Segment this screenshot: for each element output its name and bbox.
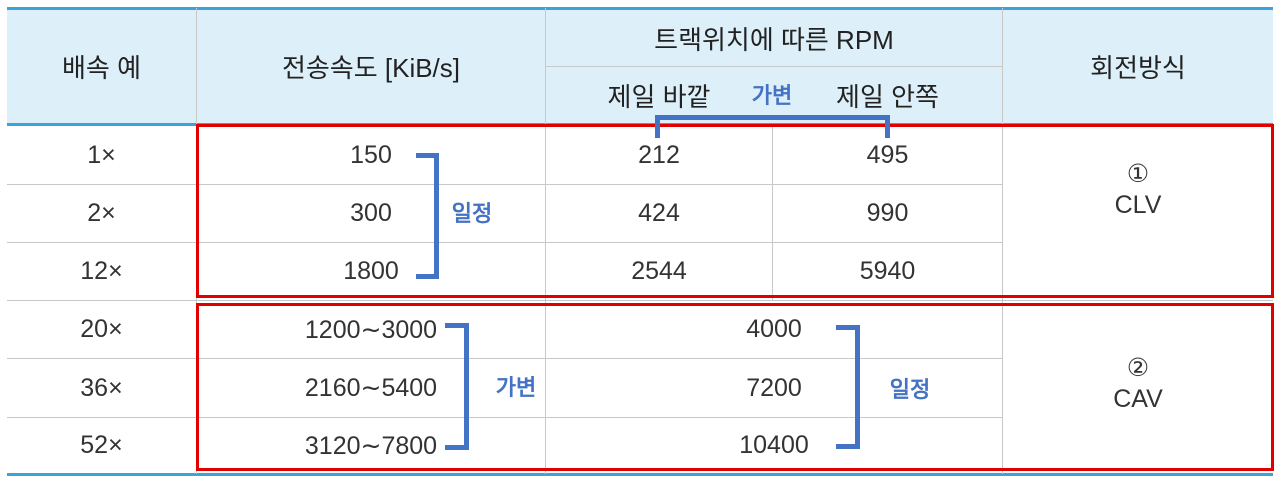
clv-rate-constant-bracket bbox=[416, 153, 439, 279]
rpm-inner-cell: 5940 bbox=[859, 257, 916, 285]
speed-cell: 52× bbox=[80, 431, 123, 459]
rpm-column-divider bbox=[772, 126, 773, 301]
mode-clv-number: ① bbox=[1126, 159, 1150, 188]
rpm-variable-bracket bbox=[655, 115, 890, 138]
rpm-inner-cell: 990 bbox=[866, 199, 909, 227]
cav-rpm-constant-label: 일정 bbox=[889, 377, 931, 402]
header-rotation-mode: 회전방식 bbox=[1090, 53, 1186, 83]
mode-cav-label: CAV bbox=[1113, 385, 1163, 413]
rpm-outer-cell: 212 bbox=[638, 140, 680, 169]
rpm-cell: 10400 bbox=[739, 431, 809, 459]
rpm-cell: 7200 bbox=[746, 373, 802, 402]
row-divider bbox=[7, 184, 1002, 185]
cav-rpm-constant-bracket bbox=[836, 325, 860, 449]
cav-rate-variable-bracket bbox=[445, 323, 469, 450]
rate-cell: 150 bbox=[350, 140, 392, 169]
rpm-outer-cell: 424 bbox=[638, 199, 680, 227]
rate-cell: 1800 bbox=[343, 257, 399, 285]
speed-cell: 2× bbox=[87, 199, 116, 227]
mode-clv-label: CLV bbox=[1114, 191, 1162, 219]
mode-cav: ② CAV bbox=[1003, 352, 1273, 416]
row-divider bbox=[7, 417, 1002, 418]
clv-highlight-box bbox=[196, 124, 1274, 298]
speed-cell: 20× bbox=[80, 315, 123, 343]
table-bottom-border bbox=[7, 473, 1273, 476]
rpm-outer-cell: 2544 bbox=[631, 257, 687, 285]
rate-cell: 2160∼5400 bbox=[304, 374, 438, 402]
clv-rate-constant-label: 일정 bbox=[451, 201, 493, 226]
rate-cell: 300 bbox=[350, 199, 392, 227]
header-rpm-outer: 제일 바깥 bbox=[607, 81, 711, 112]
cav-rate-variable-label: 가변 bbox=[495, 375, 537, 400]
header-transfer-rate: 전송속도 [KiB/s] bbox=[281, 53, 461, 83]
cav-highlight-box bbox=[196, 303, 1274, 471]
rpm-variable-label: 가변 bbox=[751, 83, 793, 108]
section-divider bbox=[7, 300, 1273, 301]
rate-cell: 3120∼7800 bbox=[304, 431, 438, 460]
rpm-header-divider bbox=[545, 66, 1002, 67]
rate-cell: 1200∼3000 bbox=[304, 315, 438, 344]
header-rpm-inner: 제일 안쪽 bbox=[836, 81, 939, 112]
row-divider bbox=[7, 358, 1002, 359]
row-divider bbox=[7, 242, 1002, 243]
mode-cav-number: ② bbox=[1126, 353, 1150, 382]
speed-cell: 12× bbox=[80, 257, 123, 285]
mode-clv: ① CLV bbox=[1003, 158, 1273, 222]
rpm-cell: 4000 bbox=[746, 315, 802, 343]
table-top-border bbox=[7, 7, 1273, 10]
header-rpm-group: 트랙위치에 따른 RPM bbox=[654, 24, 894, 55]
speed-cell: 36× bbox=[80, 373, 123, 402]
rpm-inner-cell: 495 bbox=[866, 140, 909, 169]
speed-cell: 1× bbox=[87, 140, 116, 169]
column-divider bbox=[545, 8, 546, 474]
header-speed: 배속 예 bbox=[62, 53, 141, 83]
column-divider bbox=[1002, 8, 1003, 474]
